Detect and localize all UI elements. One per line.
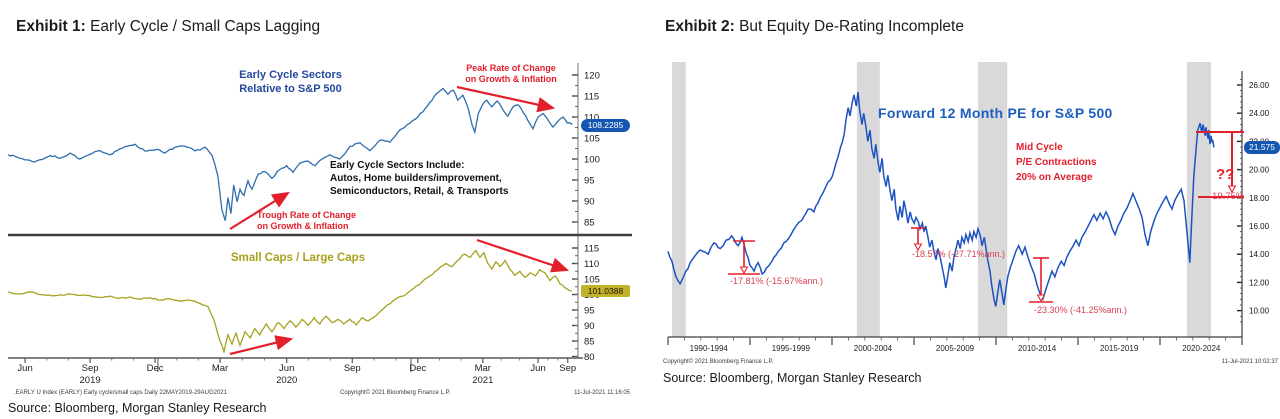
svg-text:110: 110 — [584, 113, 599, 124]
svg-text:10.00: 10.00 — [1249, 307, 1270, 316]
axis-tick-label: Mar — [474, 363, 491, 374]
small-caps-series-label: Small Caps / Large Caps — [230, 252, 366, 264]
exhibit2-copyright: Copyright© 2021 Bloomberg Finance L.P. — [663, 359, 774, 365]
axis-tick-label: Jun — [279, 363, 295, 374]
drop-2005-label: -18.57% (-27.71%ann.) — [912, 249, 1006, 259]
exhibit2-title: Exhibit 2: But Equity De-Rating Incomple… — [665, 18, 964, 36]
axis-tick-label: 1990-1994 — [689, 344, 728, 353]
axis-tick-label: Sep — [81, 363, 99, 374]
small-caps-last-value-pill: 101.0388 — [581, 285, 630, 297]
exhibit1-title-text: Early Cycle / Small Caps Lagging — [90, 18, 321, 35]
svg-text:26.00: 26.00 — [1249, 81, 1270, 90]
axis-tick-label: 2019 — [79, 375, 101, 386]
forward-pe-title: Forward 12 Month PE for S&P 500 — [878, 105, 1113, 121]
svg-text:100: 100 — [584, 155, 600, 166]
pe-last-value-pill: 21.575 — [1244, 141, 1280, 154]
axis-tick-label: 2000-2004 — [853, 344, 893, 353]
svg-text:90: 90 — [584, 321, 595, 332]
drop-latest-label: -19.75% — [1209, 191, 1245, 202]
exhibit2-title-label: Exhibit 2: — [665, 18, 735, 35]
exhibit1-timestamp: 11-Jul-2021 11:16:05 — [574, 390, 630, 396]
exhibit1-title-label: Exhibit 1: — [16, 18, 86, 35]
exhibit2-chart: 26.0024.0022.0020.0018.0016.0014.0012.00… — [667, 62, 1270, 345]
svg-text:12.00: 12.00 — [1249, 278, 1270, 287]
small-caps-line — [7, 249, 572, 354]
exhibit1-source: Source: Bloomberg, Morgan Stanley Resear… — [8, 401, 267, 415]
recession-band — [856, 62, 880, 337]
svg-text:85: 85 — [584, 337, 595, 348]
trend-arrow — [476, 238, 570, 273]
svg-text:90: 90 — [584, 197, 595, 208]
peak-rate-annotation: Peak Rate of Change on Growth & Inflatio… — [465, 63, 557, 84]
svg-text:115: 115 — [584, 244, 599, 255]
axis-tick-label: 2021 — [472, 375, 494, 386]
svg-text:120: 120 — [584, 71, 600, 82]
svg-text:95: 95 — [584, 176, 595, 187]
early-cycle-series-label: Early Cycle Sectors Relative to S&P 500 — [239, 69, 342, 95]
question-marks-annotation: ?? — [1216, 166, 1235, 183]
axis-tick-label: 2020 — [276, 375, 298, 386]
exhibit2-title-text: But Equity De-Rating Incomplete — [739, 18, 964, 35]
trend-arrow — [229, 335, 294, 356]
axis-tick-label: Dec — [146, 363, 164, 374]
axis-tick-label: 2015-2019 — [1100, 344, 1139, 353]
axis-tick-label: 2005-2009 — [935, 344, 975, 353]
svg-text:18.00: 18.00 — [1249, 194, 1270, 203]
early-cycle-sectors-note: Early Cycle Sectors Include: Autos, Home… — [330, 160, 509, 197]
axis-tick-label: 1995-1999 — [771, 344, 810, 353]
axis-tick-label: Mar — [211, 363, 229, 374]
svg-text:20.00: 20.00 — [1249, 166, 1270, 175]
early-cycle-line — [7, 87, 573, 221]
trend-arrow — [456, 85, 556, 113]
axis-tick-label: Jun — [530, 363, 546, 374]
drop-2012-label: -23.30% (-41.25%ann.) — [1034, 305, 1128, 315]
svg-text:110: 110 — [584, 259, 599, 270]
svg-text:85: 85 — [584, 218, 595, 229]
exhibit1-chart: 1201151101051009590851151101051009590858… — [7, 63, 632, 372]
svg-text:105: 105 — [584, 275, 600, 286]
mid-cycle-annotation: Mid Cycle P/E Contractions 20% on Averag… — [1016, 142, 1097, 183]
forward-pe-line — [667, 91, 1215, 307]
trend-arrow — [229, 191, 290, 230]
svg-text:80: 80 — [584, 352, 595, 363]
exhibit1-title: Exhibit 1: Early Cycle / Small Caps Lagg… — [16, 18, 320, 36]
exhibit1-copyright: Copyright© 2021 Bloomberg Finance L.P. — [340, 390, 451, 396]
axis-tick-label: Sep — [343, 363, 361, 374]
axis-tick-label: 2020-2024 — [1182, 344, 1221, 353]
axis-tick-label: Jun — [17, 363, 33, 374]
svg-text:105: 105 — [584, 134, 600, 145]
svg-text:14.00: 14.00 — [1249, 250, 1270, 259]
exhibit2-timestamp: 11-Jul-2021 10:02:37 — [1221, 359, 1278, 365]
early-cycle-last-value-pill: 108.2285 — [581, 119, 630, 132]
axis-tick-label: 2010-2014 — [1017, 344, 1057, 353]
drop-1994-label: -17.81% (-15.67%ann.) — [730, 276, 824, 286]
svg-text:95: 95 — [584, 306, 595, 317]
exhibit2-source: Source: Bloomberg, Morgan Stanley Resear… — [663, 371, 922, 385]
exhibit1-ticker-footnote: .EARLY U Index (EARLY) Early cycle/small… — [14, 390, 227, 396]
svg-text:115: 115 — [584, 92, 599, 103]
axis-tick-label: Dec — [409, 363, 427, 374]
axis-tick-label: Sep — [559, 363, 577, 374]
svg-text:16.00: 16.00 — [1249, 222, 1270, 231]
svg-text:24.00: 24.00 — [1249, 109, 1270, 118]
recession-band — [1186, 62, 1212, 337]
trough-rate-annotation: Trough Rate of Change on Growth & Inflat… — [257, 210, 356, 231]
recession-band — [672, 62, 686, 337]
